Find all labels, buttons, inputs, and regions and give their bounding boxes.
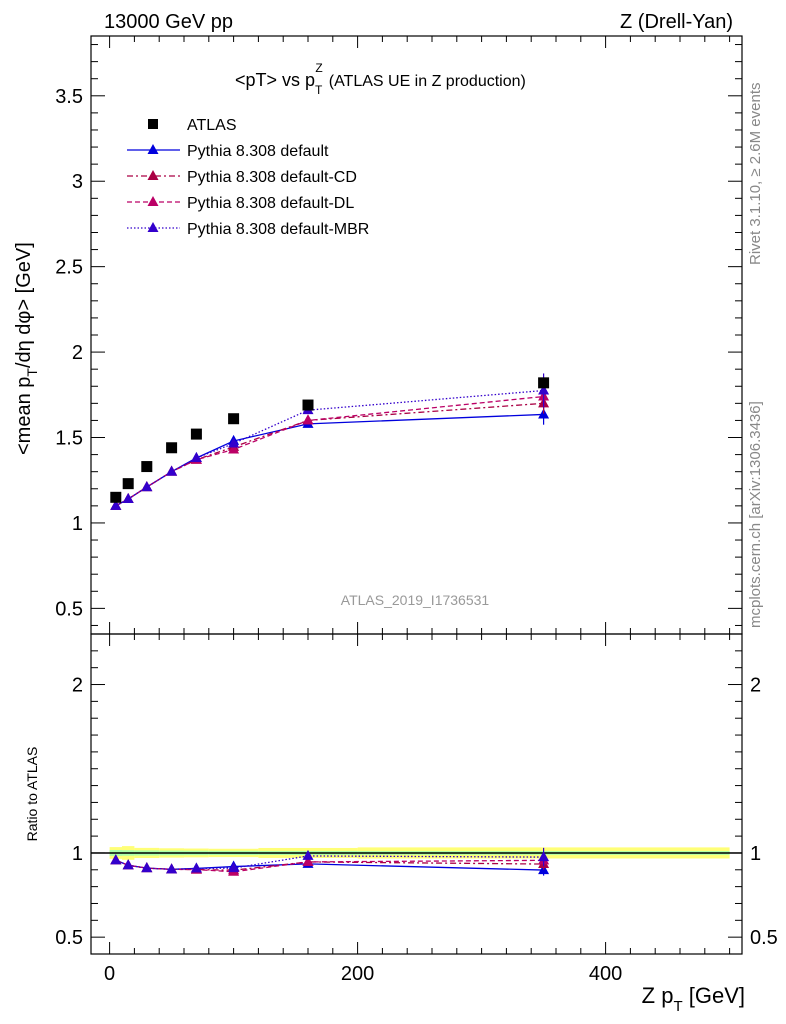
header-left: 13000 GeV pp xyxy=(104,11,233,33)
ratio-panel: 0 200 400 0.5 0.5 1 1 2 2 xyxy=(55,633,778,985)
y-tick-label: 2 xyxy=(72,342,83,364)
data-point xyxy=(302,399,314,411)
y-tick-label: 2.5 xyxy=(55,257,83,279)
y-tick-label: 1.5 xyxy=(55,428,83,450)
plot-title-main: <pT> vs p xyxy=(235,70,315,90)
x-axis-label-sub: T xyxy=(673,998,682,1015)
header-right: Z (Drell-Yan) xyxy=(620,11,733,33)
x-axis-label-a: Z p xyxy=(642,983,674,1008)
main-panel: 0.5 1 1.5 2 2.5 3 3.5 xyxy=(55,35,743,635)
ratio-tick-label: 0.5 xyxy=(55,927,83,949)
legend-marker-4 xyxy=(147,222,159,232)
y-tick-label: 1 xyxy=(72,513,83,535)
x-tick-label: 400 xyxy=(589,963,622,985)
plot-title-sub: T xyxy=(315,83,323,97)
ratio-tick-label: 2 xyxy=(750,675,761,697)
series-line-3 xyxy=(115,395,544,507)
x-axis-label: Z pT [GeV] xyxy=(642,983,745,1015)
data-point xyxy=(538,377,550,389)
ratio-tick-label: 1 xyxy=(750,843,761,865)
legend-label-3: Pythia 8.308 default-DL xyxy=(187,195,354,212)
y-tick-label: 3.5 xyxy=(55,86,83,108)
y-axis-label-a: <mean p xyxy=(13,377,35,455)
data-point xyxy=(166,442,178,454)
y-axis-label-b: /dη dφ> [GeV] xyxy=(13,242,35,368)
legend-marker-2 xyxy=(147,170,159,180)
ratio-point-4 xyxy=(122,859,134,870)
plot-title: <pT> vs pTZ (ATLAS UE in Z production) xyxy=(235,61,526,97)
y-axis-label-sub: T xyxy=(24,368,40,377)
series-point-4 xyxy=(110,499,122,510)
y-axis-label: <mean pT/dη dφ> [GeV] xyxy=(13,242,40,455)
legend-label-1: Pythia 8.308 default xyxy=(187,143,329,160)
series-point-4 xyxy=(141,481,153,492)
plot-title-sup: Z xyxy=(315,61,322,75)
ratio-point-4 xyxy=(302,849,314,860)
analysis-watermark: ATLAS_2019_I1736531 xyxy=(341,592,490,608)
data-point xyxy=(141,461,153,473)
ratio-point-4 xyxy=(110,854,122,865)
series-point-4 xyxy=(228,437,240,448)
ratio-frame xyxy=(90,633,743,955)
legend-marker-3 xyxy=(147,196,159,206)
data-point xyxy=(122,478,134,490)
ratio-point-4 xyxy=(228,862,240,873)
series-point-3 xyxy=(302,414,314,425)
ratio-point-4 xyxy=(141,862,153,873)
x-axis-label-b: [GeV] xyxy=(683,983,745,1008)
ratio-y-axis-label: Ratio to ATLAS xyxy=(24,747,40,842)
x-tick-label: 200 xyxy=(341,963,374,985)
series-point-4 xyxy=(190,452,202,463)
y-tick-label: 0.5 xyxy=(55,598,83,620)
data-point xyxy=(110,491,122,503)
ratio-point-4 xyxy=(166,863,178,874)
data-point xyxy=(190,428,202,440)
ratio-tick-label: 2 xyxy=(72,675,83,697)
series-line-4 xyxy=(115,389,544,507)
ratio-point-3 xyxy=(302,855,314,866)
plot-title-tail: (ATLAS UE in Z production) xyxy=(329,73,526,90)
ratio-tick-label: 0.5 xyxy=(750,927,778,949)
mcplots-label: mcplots.cern.ch [arXiv:1306.3436] xyxy=(747,401,764,628)
legend: ATLAS Pythia 8.308 default Pythia 8.308 de… xyxy=(127,117,369,238)
series-point-4 xyxy=(166,465,178,476)
y-tick-label: 3 xyxy=(72,171,83,193)
x-tick-label: 0 xyxy=(104,963,115,985)
legend-marker-1 xyxy=(147,144,159,154)
data-point xyxy=(228,413,240,425)
series-point-3 xyxy=(228,443,240,454)
series-point-4 xyxy=(122,493,134,504)
legend-label-2: Pythia 8.308 default-CD xyxy=(187,169,357,186)
legend-marker-data xyxy=(148,119,158,129)
legend-label-data: ATLAS xyxy=(187,117,237,134)
ratio-point-4 xyxy=(538,851,550,862)
rivet-label: Rivet 3.1.10, ≥ 2.6M events xyxy=(747,83,764,266)
ratio-tick-label: 1 xyxy=(72,843,83,865)
legend-label-4: Pythia 8.308 default-MBR xyxy=(187,221,369,238)
series-point-4 xyxy=(538,384,550,395)
ratio-point-4 xyxy=(190,862,202,873)
series-line-1 xyxy=(115,413,544,507)
